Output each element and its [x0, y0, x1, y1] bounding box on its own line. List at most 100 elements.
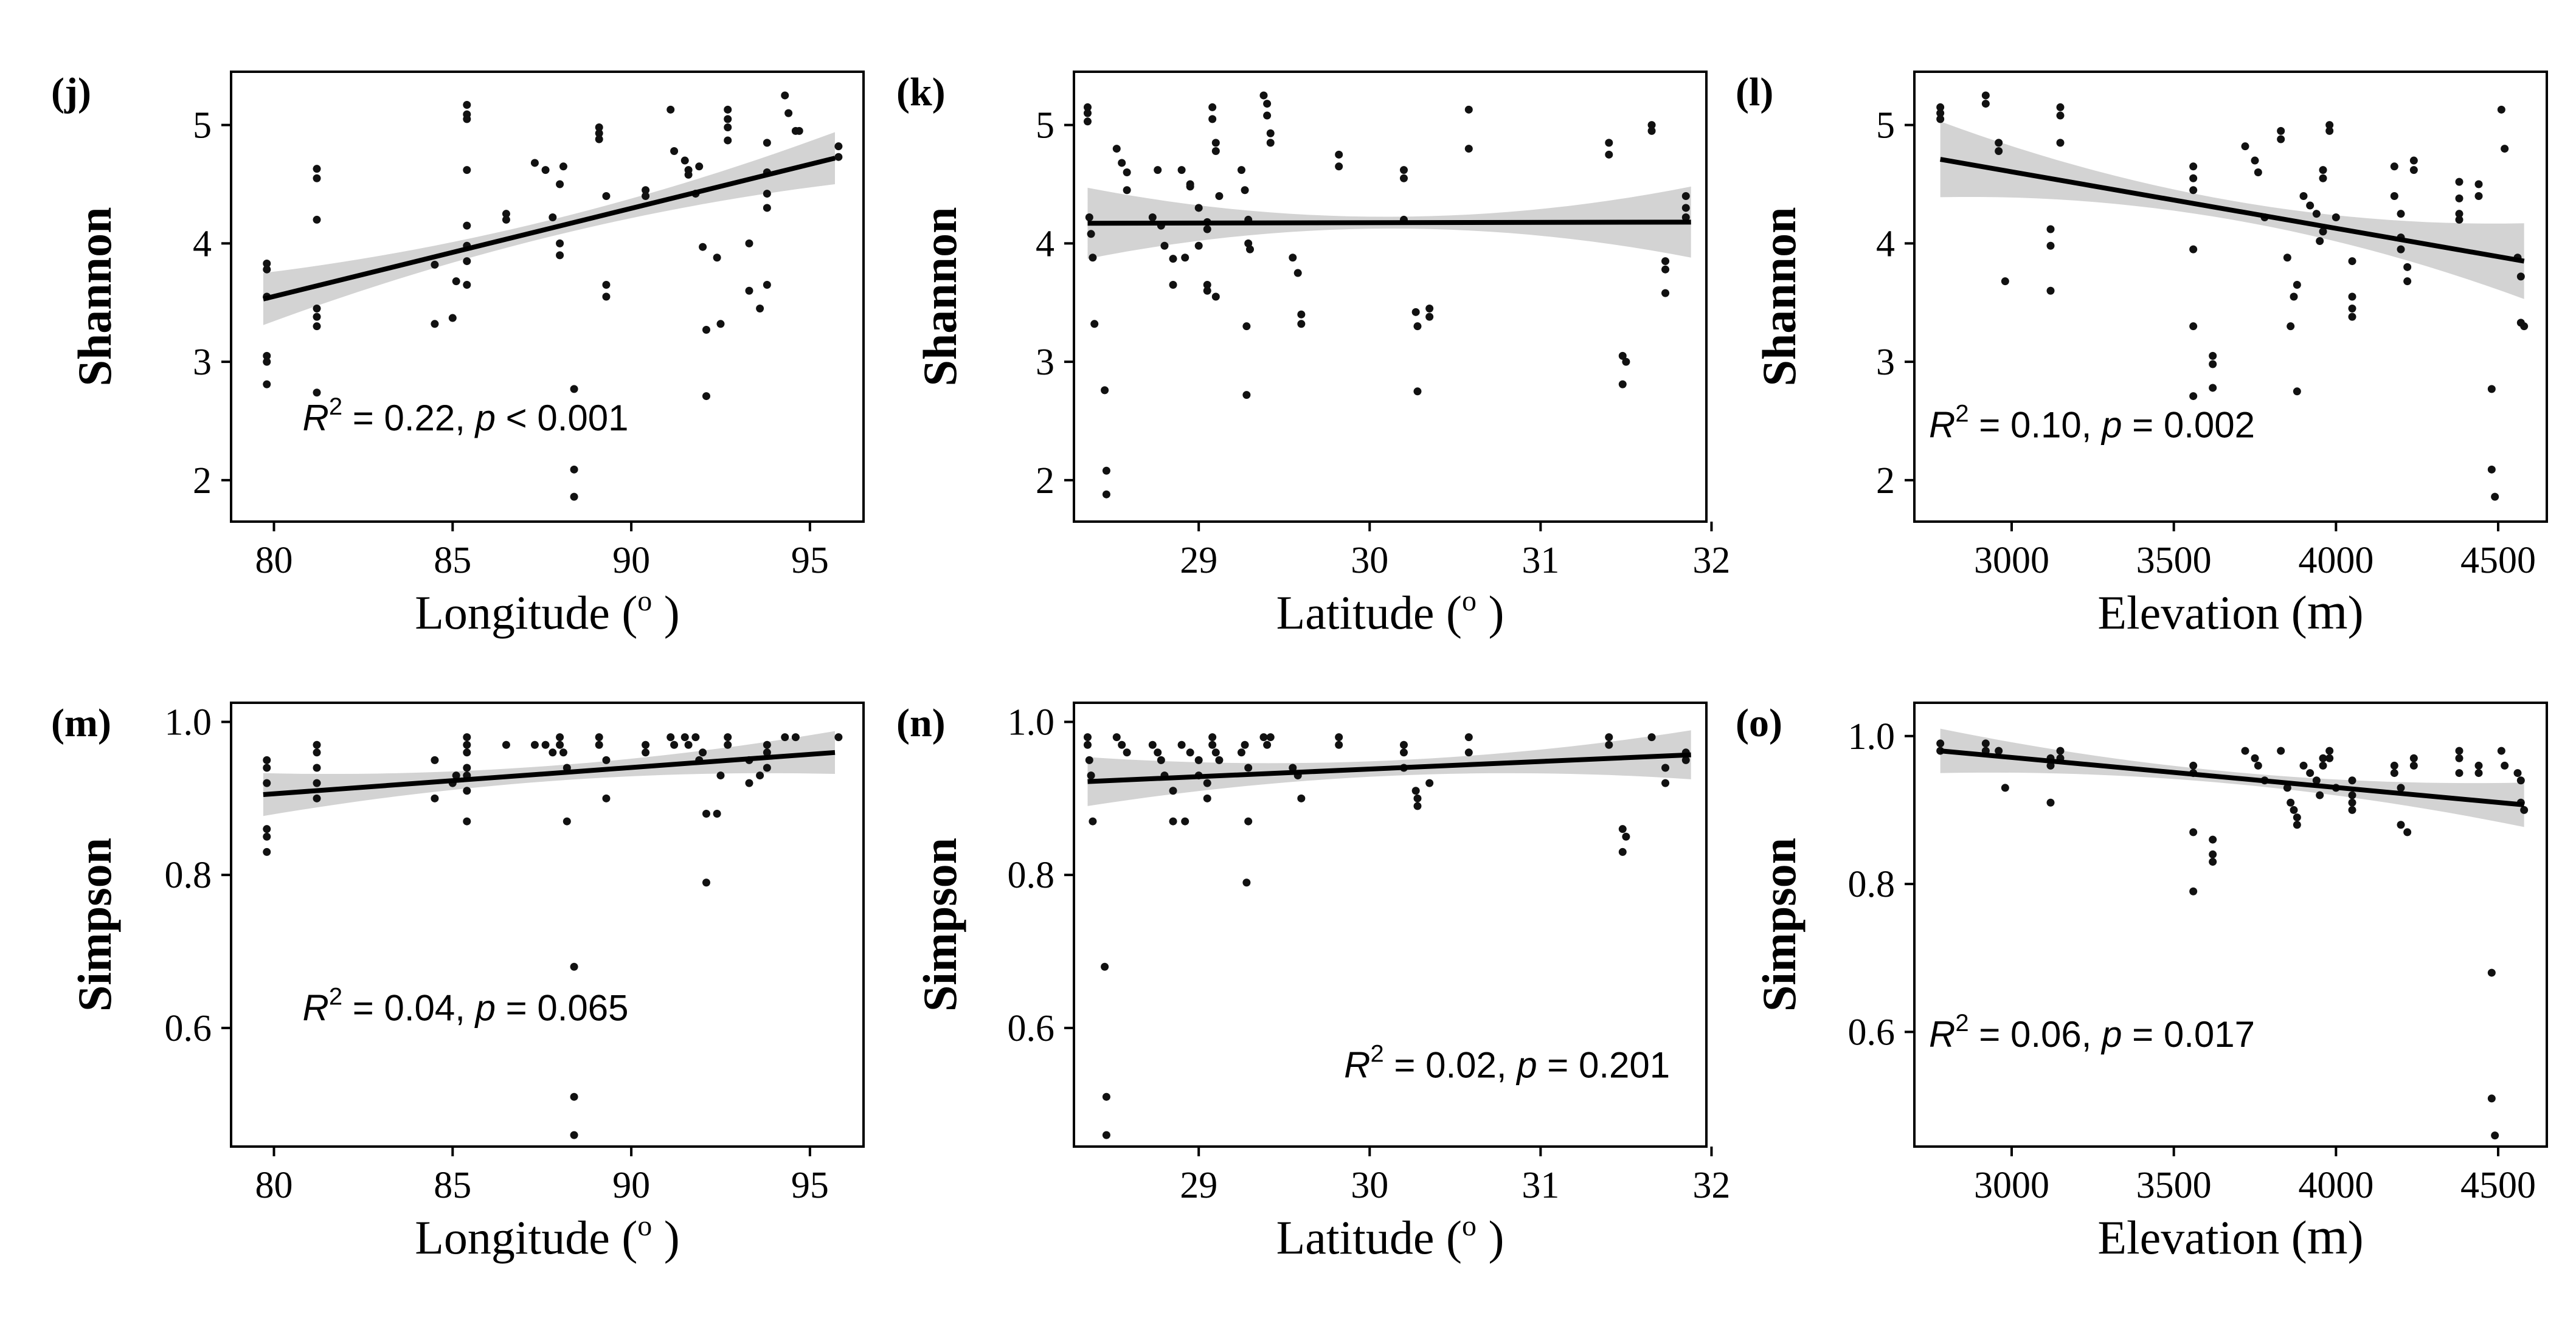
data-point	[1618, 825, 1627, 833]
data-point	[1661, 779, 1670, 787]
p-value: 0.017	[2164, 1014, 2255, 1055]
data-point	[2397, 784, 2405, 792]
y-tick-label: 5	[1036, 105, 1054, 147]
data-point	[2487, 385, 2496, 393]
data-point	[763, 740, 771, 749]
data-point	[1981, 739, 1990, 748]
data-point	[1995, 147, 2003, 155]
plot-frame	[1913, 702, 2548, 1148]
data-point	[1169, 281, 1177, 289]
data-point	[834, 153, 843, 161]
x-tick-label: 90	[612, 540, 650, 581]
x-tick-label: 85	[434, 540, 471, 581]
data-point	[1266, 733, 1275, 742]
data-point	[2348, 798, 2356, 807]
x-axis-name: Longitude	[415, 586, 610, 639]
regression-line	[1087, 219, 1691, 226]
data-point	[763, 748, 771, 757]
data-point	[2251, 156, 2259, 165]
data-point	[2409, 166, 2418, 174]
data-point	[463, 748, 471, 757]
y-tick-label: 0.6	[165, 1008, 212, 1049]
paren: (	[2279, 586, 2307, 639]
data-point	[1413, 387, 1422, 396]
data-point	[2209, 351, 2217, 360]
data-point	[1647, 126, 1656, 135]
degree-symbol: o	[637, 585, 652, 617]
data-point	[2283, 784, 2291, 792]
data-point	[1186, 748, 1194, 757]
data-point	[448, 314, 457, 322]
data-point	[556, 733, 564, 742]
data-point	[2319, 227, 2327, 236]
data-point	[2306, 201, 2315, 210]
data-point	[2290, 806, 2298, 814]
data-point	[1661, 289, 1670, 297]
p-operator: =	[1547, 1045, 1568, 1086]
data-point	[2312, 210, 2321, 218]
data-point	[2474, 769, 2483, 778]
data-point	[2520, 806, 2529, 814]
stats-annotation: R2 = 0.04, p = 0.065	[303, 983, 629, 1028]
data-point	[1464, 748, 1473, 757]
data-point	[263, 764, 271, 772]
data-point	[1647, 733, 1656, 742]
p-operator: =	[2132, 1014, 2153, 1055]
paren: (	[610, 586, 637, 639]
y-tick-label: 0.8	[1848, 864, 1896, 905]
data-point	[431, 260, 439, 269]
data-point	[431, 756, 439, 764]
data-point	[2316, 236, 2324, 245]
y-tick-label: 2	[193, 460, 212, 502]
x-axis-name: Elevation	[2097, 1211, 2279, 1264]
data-point	[2409, 156, 2418, 165]
data-point	[724, 733, 732, 742]
data-point	[2293, 281, 2301, 289]
data-point	[463, 257, 471, 266]
data-point	[2348, 791, 2356, 799]
regression-line	[262, 156, 836, 302]
panel-letter: (m)	[51, 701, 111, 745]
data-point	[1242, 322, 1251, 331]
x-tick-label: 32	[1692, 1165, 1730, 1206]
data-point	[2254, 761, 2262, 770]
panel-o: 3000 3500 4000 4500 0.6 0.8 1.0 (o) Simpson Eleva…	[1736, 701, 2548, 1265]
data-point	[1618, 380, 1627, 388]
data-point	[1464, 733, 1473, 742]
data-point	[684, 170, 693, 179]
x-tick-label: 29	[1180, 1165, 1217, 1206]
data-point	[667, 733, 675, 742]
data-point	[1661, 764, 1670, 772]
data-point	[763, 204, 771, 212]
p-operator: <	[506, 398, 527, 438]
data-point	[1263, 111, 1272, 120]
data-point	[1118, 159, 1126, 167]
data-point	[2403, 828, 2412, 837]
data-point	[1203, 779, 1211, 787]
data-point	[595, 129, 603, 137]
data-point	[1981, 91, 1990, 100]
x-tick-label: 31	[1522, 540, 1559, 581]
data-point	[1995, 139, 2003, 147]
x-tick-label: 3500	[2136, 1165, 2212, 1206]
data-point	[2046, 225, 2055, 233]
data-point	[1242, 391, 1251, 399]
data-point	[263, 259, 271, 267]
x-axis-label: Elevation (m)	[2097, 582, 2363, 640]
data-point	[2332, 213, 2340, 222]
data-point	[313, 388, 321, 397]
x-tick-label: 30	[1351, 1165, 1388, 1206]
data-point	[263, 265, 271, 274]
data-point	[1181, 817, 1189, 826]
data-point	[781, 733, 789, 742]
plot-frame	[230, 702, 865, 1148]
data-point	[2189, 322, 2198, 331]
data-point	[2209, 360, 2217, 368]
data-point	[1208, 115, 1217, 123]
x-tick-label: 32	[1692, 540, 1730, 581]
panel-letter: (o)	[1736, 701, 1782, 745]
data-point	[2491, 1131, 2499, 1140]
data-point	[2277, 126, 2285, 135]
data-point	[1085, 756, 1093, 764]
data-point	[680, 733, 689, 742]
